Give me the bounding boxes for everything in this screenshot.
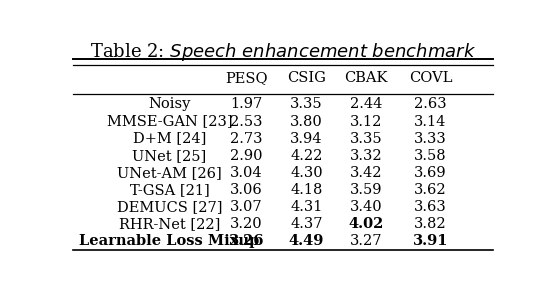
Text: 3.14: 3.14 [415,114,447,129]
Text: 3.04: 3.04 [230,166,263,180]
Text: Noisy: Noisy [148,97,191,111]
Text: 3.35: 3.35 [350,132,383,146]
Text: UNet [25]: UNet [25] [132,149,206,163]
Text: CBAK: CBAK [344,71,388,85]
Text: Learnable Loss Mixup: Learnable Loss Mixup [79,234,259,248]
Text: 4.30: 4.30 [290,166,323,180]
Text: DEMUCS [27]: DEMUCS [27] [117,200,222,214]
Text: T-GSA [21]: T-GSA [21] [130,183,209,197]
Text: 3.94: 3.94 [290,132,323,146]
Text: 3.27: 3.27 [350,234,383,248]
Text: Table 2: $\it{Speech\ enhancement\ benchmark}$: Table 2: $\it{Speech\ enhancement\ bench… [90,41,476,63]
Text: 3.26: 3.26 [229,234,264,248]
Text: MMSE-GAN [23]: MMSE-GAN [23] [107,114,232,129]
Text: 4.31: 4.31 [290,200,322,214]
Text: 4.18: 4.18 [290,183,322,197]
Text: RHR-Net [22]: RHR-Net [22] [119,217,220,231]
Text: 3.40: 3.40 [350,200,383,214]
Text: 2.53: 2.53 [230,114,263,129]
Text: 3.33: 3.33 [414,132,447,146]
Text: D+M [24]: D+M [24] [133,132,206,146]
Text: 4.02: 4.02 [349,217,384,231]
Text: 4.22: 4.22 [290,149,322,163]
Text: 3.80: 3.80 [290,114,323,129]
Text: 2.90: 2.90 [230,149,263,163]
Text: 4.49: 4.49 [289,234,324,248]
Text: UNet-AM [26]: UNet-AM [26] [117,166,222,180]
Text: 3.42: 3.42 [350,166,383,180]
Text: 3.35: 3.35 [290,97,323,111]
Text: 2.63: 2.63 [414,97,447,111]
Text: 3.69: 3.69 [414,166,447,180]
Text: 3.82: 3.82 [414,217,447,231]
Text: 4.37: 4.37 [290,217,323,231]
Text: 1.97: 1.97 [230,97,263,111]
Text: 3.91: 3.91 [413,234,448,248]
Text: 3.63: 3.63 [414,200,447,214]
Text: 3.06: 3.06 [230,183,263,197]
Text: 2.73: 2.73 [230,132,263,146]
Text: 3.20: 3.20 [230,217,263,231]
Text: 3.07: 3.07 [230,200,263,214]
Text: 3.58: 3.58 [414,149,447,163]
Text: CSIG: CSIG [287,71,326,85]
Text: 3.32: 3.32 [350,149,383,163]
Text: 3.62: 3.62 [414,183,447,197]
Text: 2.44: 2.44 [350,97,383,111]
Text: COVL: COVL [408,71,452,85]
Text: 3.59: 3.59 [350,183,383,197]
Text: PESQ: PESQ [225,71,268,85]
Text: 3.12: 3.12 [350,114,383,129]
